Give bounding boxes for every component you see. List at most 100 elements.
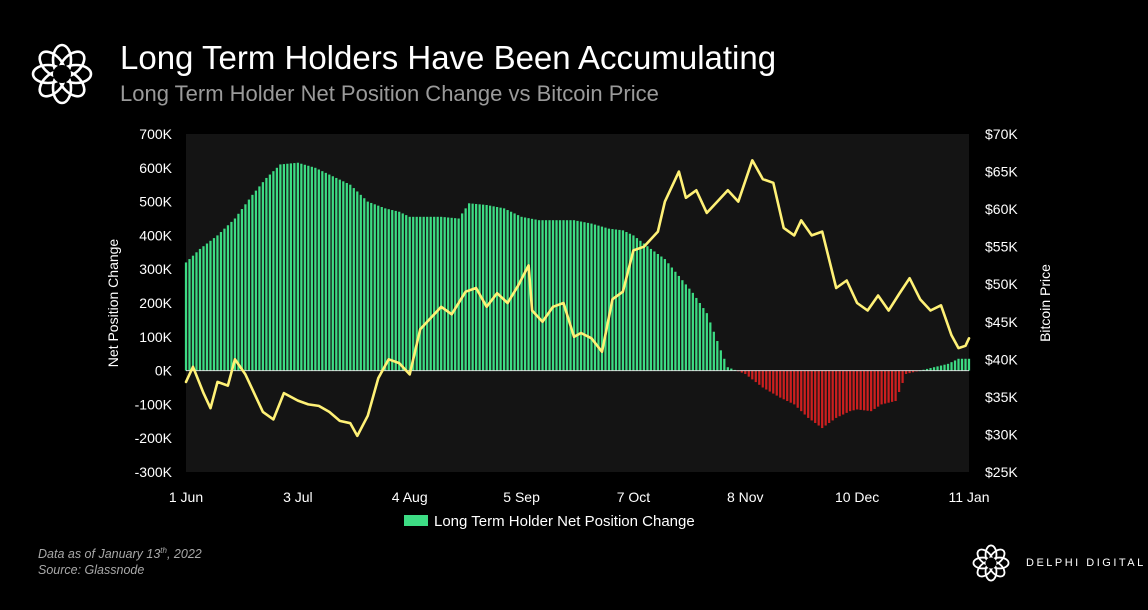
bar [482, 204, 485, 371]
bar [726, 367, 729, 371]
bar [758, 370, 761, 385]
bar [377, 205, 380, 371]
bar [583, 222, 586, 371]
bar [586, 222, 590, 371]
bar [824, 370, 827, 426]
y-tick-label: -100K [135, 396, 173, 412]
y-right-tick-label: $65K [985, 164, 1018, 180]
bar [461, 213, 464, 371]
bar [775, 370, 778, 396]
bar [946, 363, 950, 371]
bar [856, 370, 859, 410]
bar [478, 204, 481, 371]
bar [691, 292, 694, 371]
bar [929, 368, 932, 371]
bar [761, 370, 764, 388]
bar [883, 370, 887, 404]
bar [488, 205, 492, 371]
bar [324, 172, 327, 371]
bar [653, 251, 656, 371]
bar [303, 164, 306, 371]
bar [845, 370, 848, 413]
bar [565, 220, 569, 371]
bar [394, 210, 397, 371]
bar [282, 164, 285, 371]
y-right-tick-label: $35K [985, 389, 1018, 405]
bar [681, 280, 684, 371]
bar [450, 217, 453, 371]
bar [384, 208, 387, 371]
bar [632, 235, 635, 371]
bar [943, 364, 946, 371]
bar [212, 238, 216, 371]
bar [261, 182, 265, 371]
y-tick-label: 600K [139, 160, 172, 176]
bar [663, 259, 667, 371]
bar [440, 216, 443, 371]
bar [838, 370, 841, 417]
bar [639, 240, 642, 371]
bar [684, 284, 687, 371]
bar [419, 216, 422, 371]
bar [670, 267, 673, 371]
bar [807, 370, 810, 418]
bar [373, 204, 376, 371]
bar [534, 219, 537, 371]
bar [789, 370, 792, 403]
bar [751, 370, 754, 380]
bar [646, 246, 649, 371]
bar [548, 220, 551, 371]
legend: Long Term Holder Net Position Change [404, 513, 695, 530]
bar [772, 370, 775, 394]
bar [240, 209, 244, 371]
bar [314, 167, 317, 371]
delphi-flower-icon [31, 43, 93, 105]
bar [908, 370, 911, 374]
y-right-tick-label: $45K [985, 314, 1018, 330]
bar [698, 303, 701, 371]
bar [932, 367, 936, 371]
bar [363, 198, 366, 371]
net-position-bars [184, 162, 971, 429]
bar [618, 229, 621, 371]
bar [268, 174, 272, 371]
y-right-axis-title: Bitcoin Price [1037, 264, 1053, 342]
bar [904, 370, 908, 374]
bar [614, 229, 618, 371]
bar [894, 370, 897, 402]
bar [223, 228, 226, 371]
bar [747, 370, 750, 377]
bar [939, 365, 943, 371]
bar [523, 217, 527, 371]
bar [723, 358, 726, 371]
y-right-tick-label: $50K [985, 276, 1018, 292]
bar [516, 215, 520, 371]
y-right-tick-label: $40K [985, 351, 1018, 367]
bar [191, 255, 195, 371]
bar [328, 174, 331, 371]
bar [936, 366, 939, 371]
bar [786, 370, 789, 402]
brand-name: DELPHI DIGITAL [1026, 557, 1146, 569]
y-tick-label: 0K [155, 363, 173, 379]
bar [321, 171, 324, 371]
bar [863, 370, 866, 411]
bar [828, 370, 831, 423]
page-subtitle: Long Term Holder Net Position Change vs … [120, 81, 659, 106]
bar [590, 223, 593, 371]
bar [576, 220, 579, 371]
bar [705, 313, 708, 371]
page-title: Long Term Holders Have Been Accumulating [120, 39, 777, 76]
bar [709, 322, 712, 371]
bar [677, 275, 680, 371]
y-tick-label: 700K [139, 126, 172, 142]
bar [873, 370, 876, 409]
bar [426, 216, 429, 371]
bar [849, 370, 852, 412]
bar [345, 183, 348, 371]
bar [359, 194, 362, 371]
bar [537, 220, 541, 371]
y-tick-label: 200K [139, 295, 172, 311]
bar [436, 216, 439, 371]
